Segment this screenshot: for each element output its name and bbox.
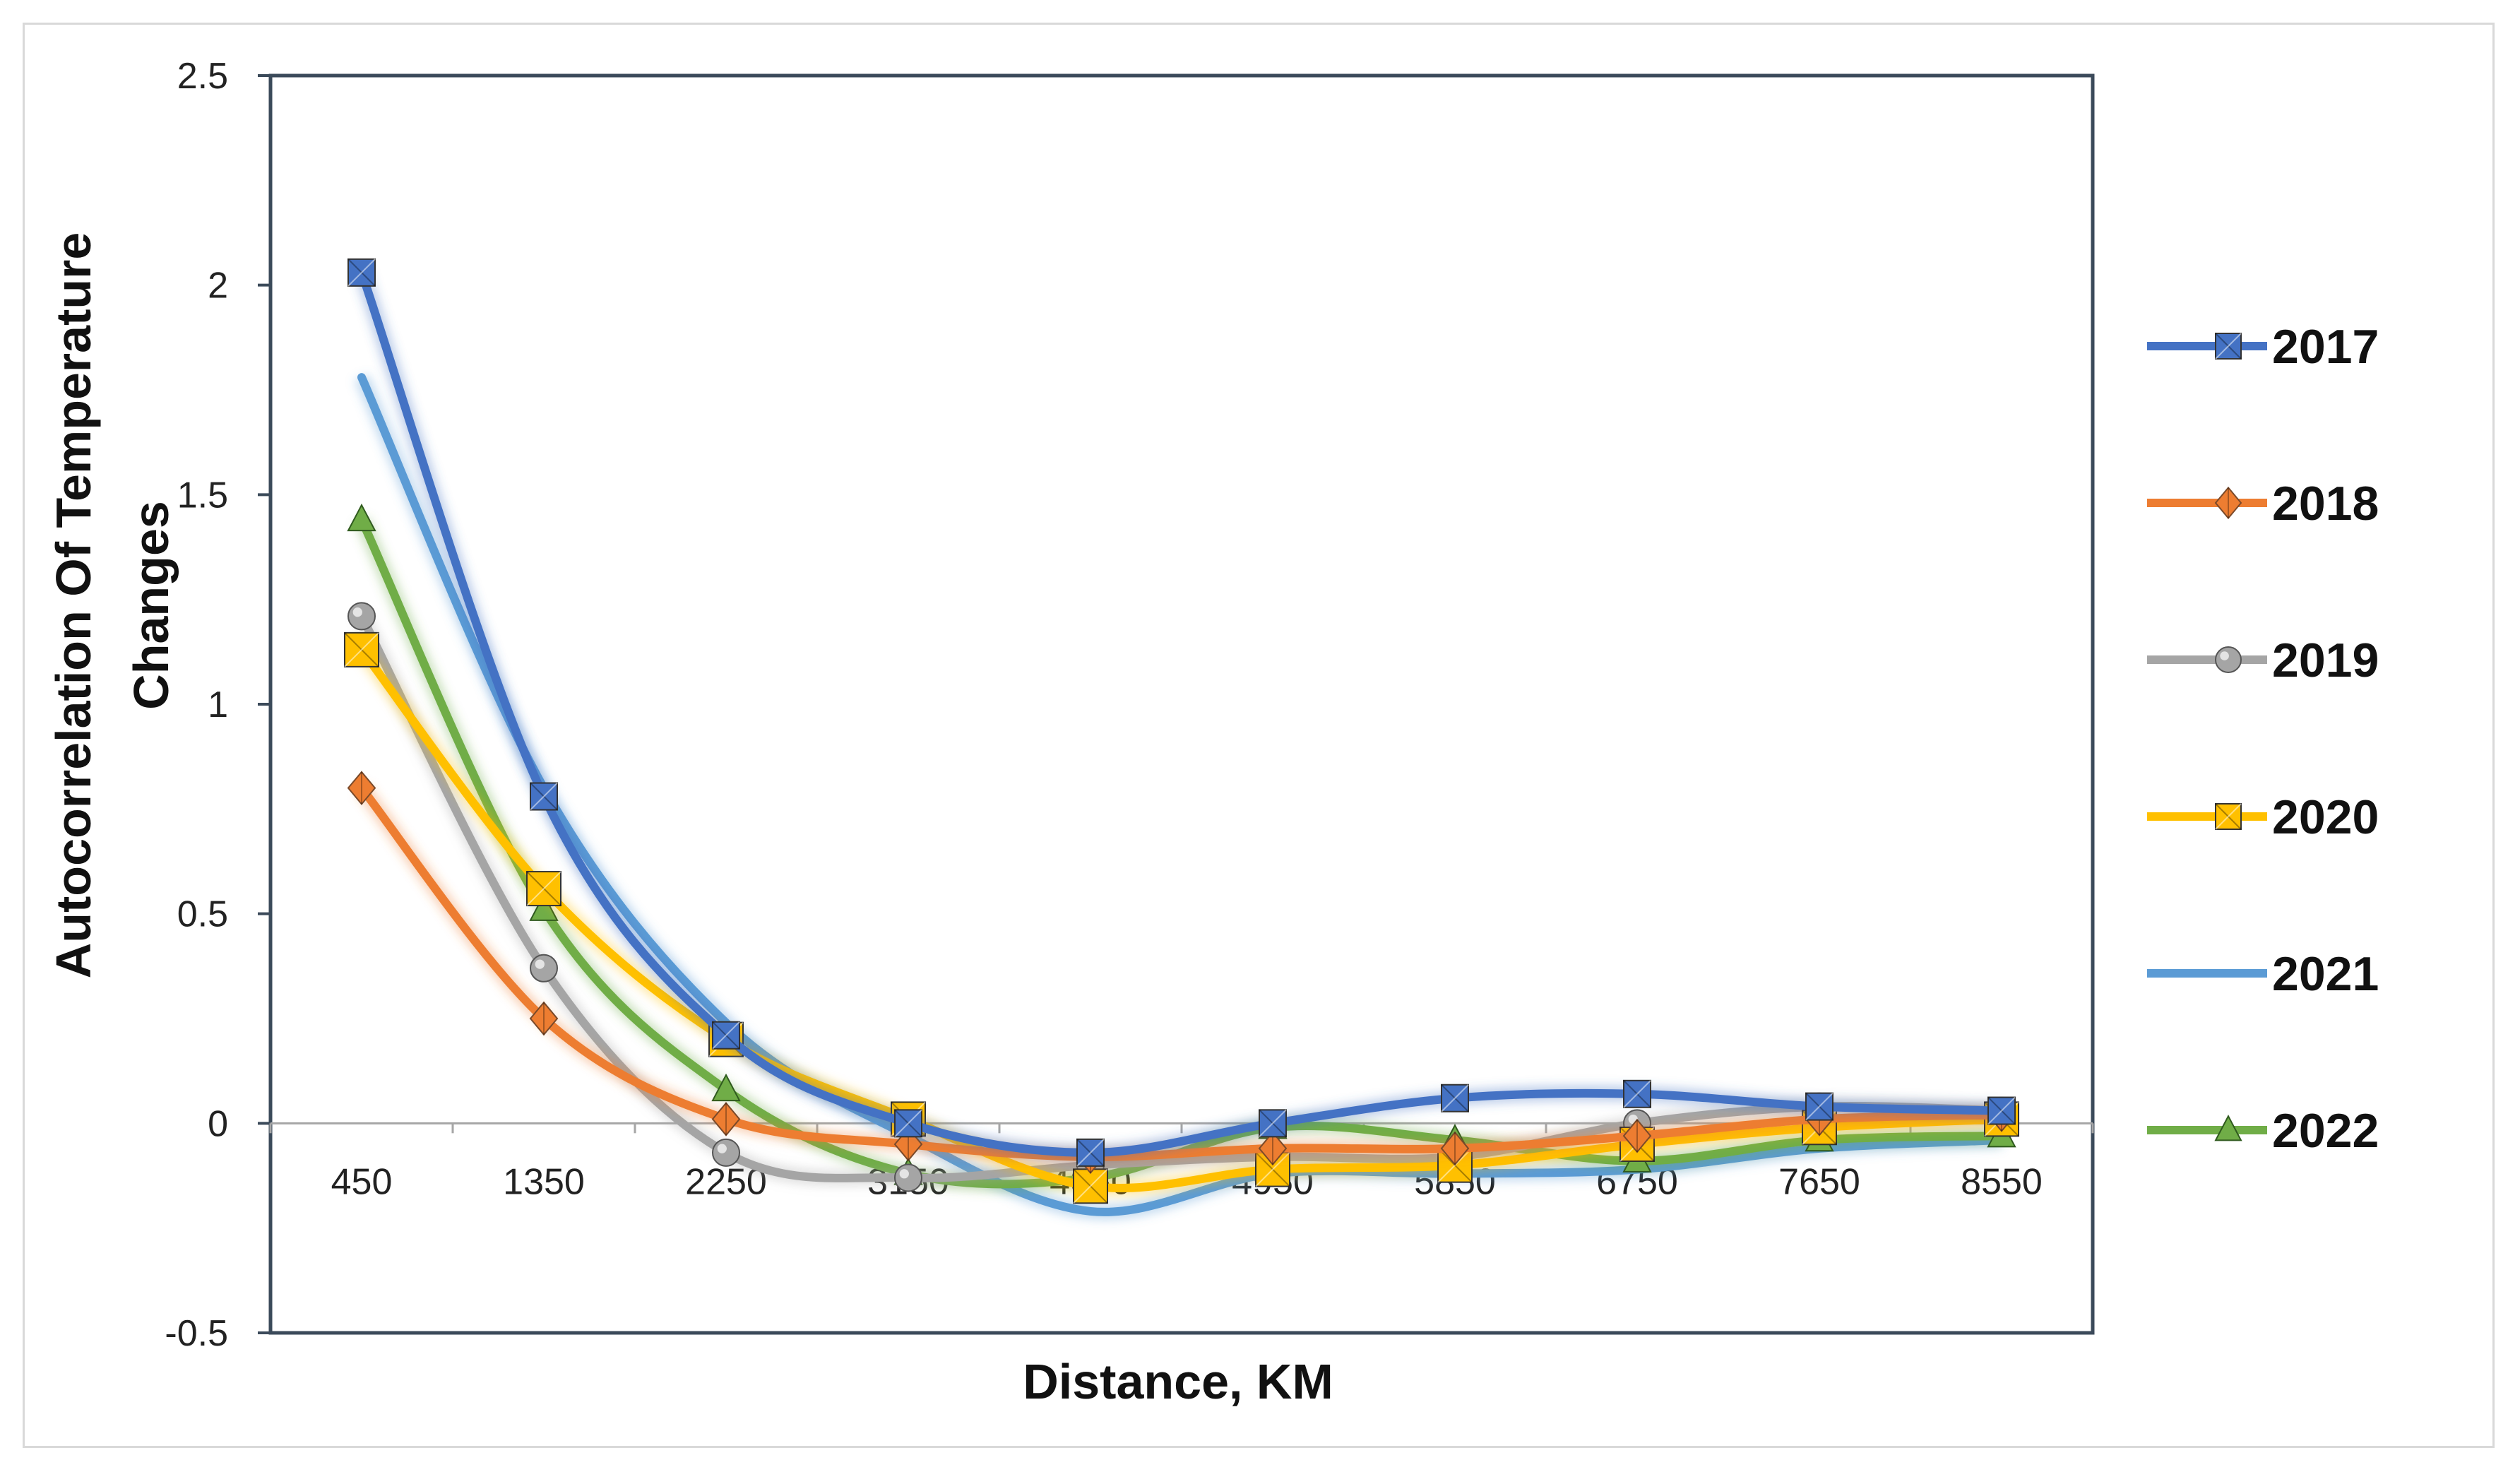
legend-label: 2022 xyxy=(2272,1104,2379,1158)
legend-marker xyxy=(2215,646,2242,673)
data-point xyxy=(1076,1138,1105,1167)
legend-item: 2021 xyxy=(2147,947,2379,1001)
data-point xyxy=(347,602,376,631)
legend-label: 2021 xyxy=(2272,947,2379,1001)
series-line xyxy=(357,645,2006,1193)
y-axis-title-line-2: Changes xyxy=(124,501,179,710)
legend-label: 2020 xyxy=(2272,790,2379,844)
x-tick-label: 8550 xyxy=(1961,1161,2043,1202)
y-axis-title-line-1: Autocorrelation Of Temperature xyxy=(46,232,101,979)
legend-item: 2017 xyxy=(2147,320,2379,374)
data-point xyxy=(1805,1092,1833,1121)
data-point xyxy=(347,258,376,287)
y-tick-label: 2 xyxy=(208,266,228,307)
data-point xyxy=(526,871,561,907)
data-point xyxy=(347,771,376,806)
x-tick-label: 7650 xyxy=(1778,1161,1860,1202)
axis-titles: Distance, KM Autocorrelation Of Temperat… xyxy=(46,232,1333,1409)
legend-marker xyxy=(2214,1115,2242,1141)
legend-item: 2018 xyxy=(2147,477,2379,530)
series-line xyxy=(357,783,2006,1161)
y-tick-label: 0 xyxy=(208,1103,228,1144)
data-point xyxy=(529,893,559,921)
data-point xyxy=(711,1102,741,1136)
data-point xyxy=(1073,1168,1108,1204)
series-group xyxy=(344,258,2019,1220)
data-point xyxy=(530,954,558,983)
data-point xyxy=(1259,1109,1287,1138)
data-point xyxy=(712,1138,740,1167)
series-2017 xyxy=(347,258,2016,1167)
data-point xyxy=(894,1109,922,1138)
legend-marker xyxy=(2215,803,2242,830)
data-point xyxy=(1440,1131,1470,1166)
y-tick-label: -0.5 xyxy=(165,1313,228,1354)
legend-item: 2022 xyxy=(2147,1104,2379,1158)
legend-label: 2017 xyxy=(2272,320,2379,374)
legend: 2017 2018 2019 2020 2021 2022 xyxy=(2147,320,2379,1158)
data-point xyxy=(1623,1079,1651,1108)
y-tick-label: 1.5 xyxy=(177,475,228,516)
x-tick-label: 450 xyxy=(331,1161,393,1202)
data-point xyxy=(344,631,379,667)
y-tick-label: 1 xyxy=(208,684,228,725)
data-point xyxy=(347,503,376,532)
legend-item: 2020 xyxy=(2147,790,2379,844)
legend-label: 2019 xyxy=(2272,634,2379,687)
data-point xyxy=(529,1001,559,1036)
data-point xyxy=(711,1073,741,1102)
series-line xyxy=(357,515,2006,1189)
legend-item: 2019 xyxy=(2147,634,2379,687)
data-point xyxy=(1258,1131,1288,1166)
data-point xyxy=(894,1163,922,1192)
legend-label: 2018 xyxy=(2272,477,2379,530)
data-point xyxy=(530,782,558,811)
y-tick-label: 0.5 xyxy=(177,894,228,935)
data-point xyxy=(1622,1118,1652,1153)
legend-marker xyxy=(2215,333,2242,360)
x-tick-label: 1350 xyxy=(503,1161,585,1202)
x-axis-title: Distance, KM xyxy=(1023,1354,1333,1409)
y-tick-label: 2.5 xyxy=(177,56,228,97)
legend-marker xyxy=(2214,486,2242,520)
data-point xyxy=(1441,1084,1469,1112)
y-axis: 2.5 2 1.5 1 0.5 0 -0.5 xyxy=(165,56,271,1354)
data-point xyxy=(1987,1096,2016,1125)
data-point xyxy=(712,1021,740,1050)
